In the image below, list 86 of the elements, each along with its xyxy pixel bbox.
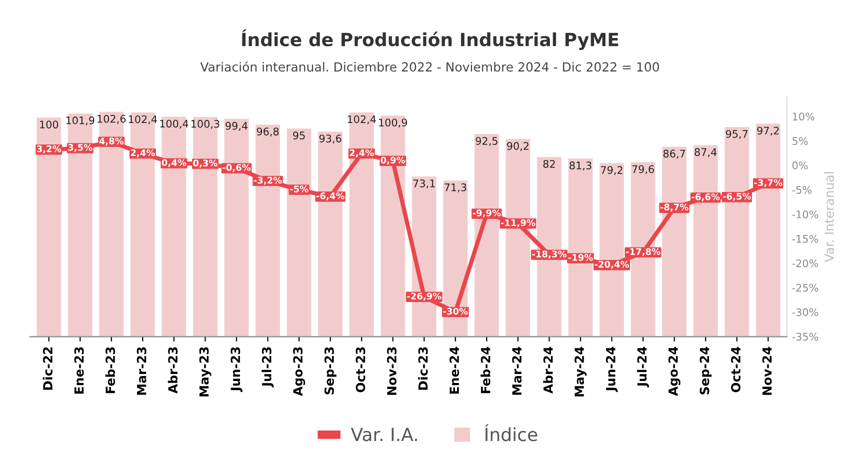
x-tick-label: May-23 bbox=[199, 347, 212, 396]
data-label: 101,9 bbox=[66, 116, 94, 126]
bar bbox=[130, 112, 155, 337]
data-label: 95,7 bbox=[726, 130, 748, 139]
x-tick-label: Nov-24 bbox=[762, 346, 772, 395]
y2-tick-label: -20% bbox=[792, 259, 818, 268]
x-tick-label: Sep-24 bbox=[700, 346, 712, 394]
y2-tick-label: 0% bbox=[792, 162, 808, 170]
data-label: 79,6 bbox=[632, 165, 654, 174]
data-label: 86,7 bbox=[663, 150, 686, 159]
data-label: 87,4 bbox=[694, 148, 717, 158]
bar bbox=[318, 132, 343, 337]
data-label: -11,9% bbox=[500, 219, 536, 228]
data-label: 100,9 bbox=[379, 118, 408, 128]
x-tick-label: Mar-23 bbox=[136, 347, 146, 395]
x-tick-label: Jul-23 bbox=[262, 347, 274, 388]
y2-tick-label: -35% bbox=[792, 332, 818, 341]
y2-tick-label: -30% bbox=[792, 308, 818, 316]
bar bbox=[568, 158, 593, 337]
y2-tick-label: -25% bbox=[792, 284, 818, 292]
x-tick-label: Feb-24 bbox=[480, 346, 490, 394]
x-tick-label: Dic-23 bbox=[418, 347, 428, 390]
x-tick-label: Jun-23 bbox=[230, 347, 242, 392]
x-tick-label: Feb-23 bbox=[105, 347, 116, 394]
bar bbox=[756, 124, 780, 337]
x-tick-label: May-24 bbox=[574, 346, 587, 396]
x-tick-label: Jun-24 bbox=[606, 346, 618, 392]
chart-subtitle: Variación interanual. Diciembre 2022 - Noviembre 2024 - Dic 2022 = 100 bbox=[200, 61, 659, 72]
data-label: 102,6 bbox=[98, 114, 126, 124]
x-tick-label: Ago-24 bbox=[668, 346, 680, 396]
data-label: 73,1 bbox=[413, 179, 435, 188]
y2-axis-title: Var. Interanual bbox=[824, 172, 834, 262]
legend-label: Índice bbox=[485, 424, 538, 442]
data-label: 100 bbox=[40, 120, 58, 128]
x-tick-label: Jul-24 bbox=[636, 346, 649, 388]
x-tick-label: Abr-23 bbox=[168, 347, 178, 394]
data-label: -18,3% bbox=[532, 250, 566, 259]
x-tick-label: Nov-23 bbox=[387, 347, 396, 395]
y2-tick-label: 5% bbox=[792, 137, 808, 145]
data-label: 102,4 bbox=[348, 115, 376, 124]
data-label: 95 bbox=[293, 132, 305, 140]
y2-tick-label: 10% bbox=[792, 112, 814, 120]
data-label: 82 bbox=[543, 160, 555, 168]
data-label: -17,8% bbox=[626, 248, 660, 256]
bar bbox=[193, 116, 218, 337]
bar bbox=[724, 127, 750, 337]
bar bbox=[474, 134, 499, 337]
y2-tick-label: -15% bbox=[792, 234, 818, 243]
data-label: 97,2 bbox=[757, 126, 779, 136]
bar bbox=[224, 118, 249, 337]
x-tick-label: Mar-24 bbox=[512, 346, 522, 395]
data-label: 79,2 bbox=[601, 166, 622, 176]
x-tick-label: Oct-24 bbox=[731, 346, 740, 392]
x-tick-label: Oct-23 bbox=[356, 347, 366, 392]
bar bbox=[349, 112, 374, 337]
data-label: -20,4% bbox=[594, 260, 630, 269]
bar bbox=[36, 118, 62, 337]
data-label: -26,9% bbox=[407, 292, 442, 301]
data-label: 81,3 bbox=[570, 162, 592, 170]
data-label: 90,2 bbox=[507, 142, 529, 151]
data-label: 102,4 bbox=[128, 115, 158, 124]
bar bbox=[162, 116, 186, 337]
data-label: 92,5 bbox=[476, 136, 498, 146]
bar bbox=[662, 146, 687, 337]
x-tick-label: Sep-23 bbox=[324, 347, 336, 394]
chart-title: Índice de Producción Industrial PyME bbox=[242, 29, 618, 50]
legend-label: Var. I.A. bbox=[350, 428, 417, 442]
bar bbox=[256, 124, 280, 337]
data-label: 99,4 bbox=[226, 122, 248, 131]
bar bbox=[68, 113, 92, 337]
x-tick-label: Ene-23 bbox=[74, 347, 84, 394]
bar bbox=[99, 112, 124, 337]
data-label: 96,8 bbox=[256, 128, 279, 137]
bar bbox=[380, 116, 406, 337]
x-tick-label: Dic-22 bbox=[42, 347, 52, 390]
x-tick-label: Ago-23 bbox=[293, 347, 306, 396]
y2-tick-label: -10% bbox=[792, 210, 818, 218]
data-label: 100,4 bbox=[160, 120, 188, 129]
data-label: 100,3 bbox=[191, 120, 220, 129]
x-tick-label: Abr-24 bbox=[543, 346, 553, 394]
data-label: 93,6 bbox=[319, 134, 342, 144]
x-tick-label: Ene-24 bbox=[450, 346, 460, 394]
bar bbox=[693, 145, 718, 337]
y2-tick-label: -5% bbox=[792, 186, 812, 194]
data-label: 71,3 bbox=[444, 183, 466, 192]
bar bbox=[286, 128, 312, 337]
